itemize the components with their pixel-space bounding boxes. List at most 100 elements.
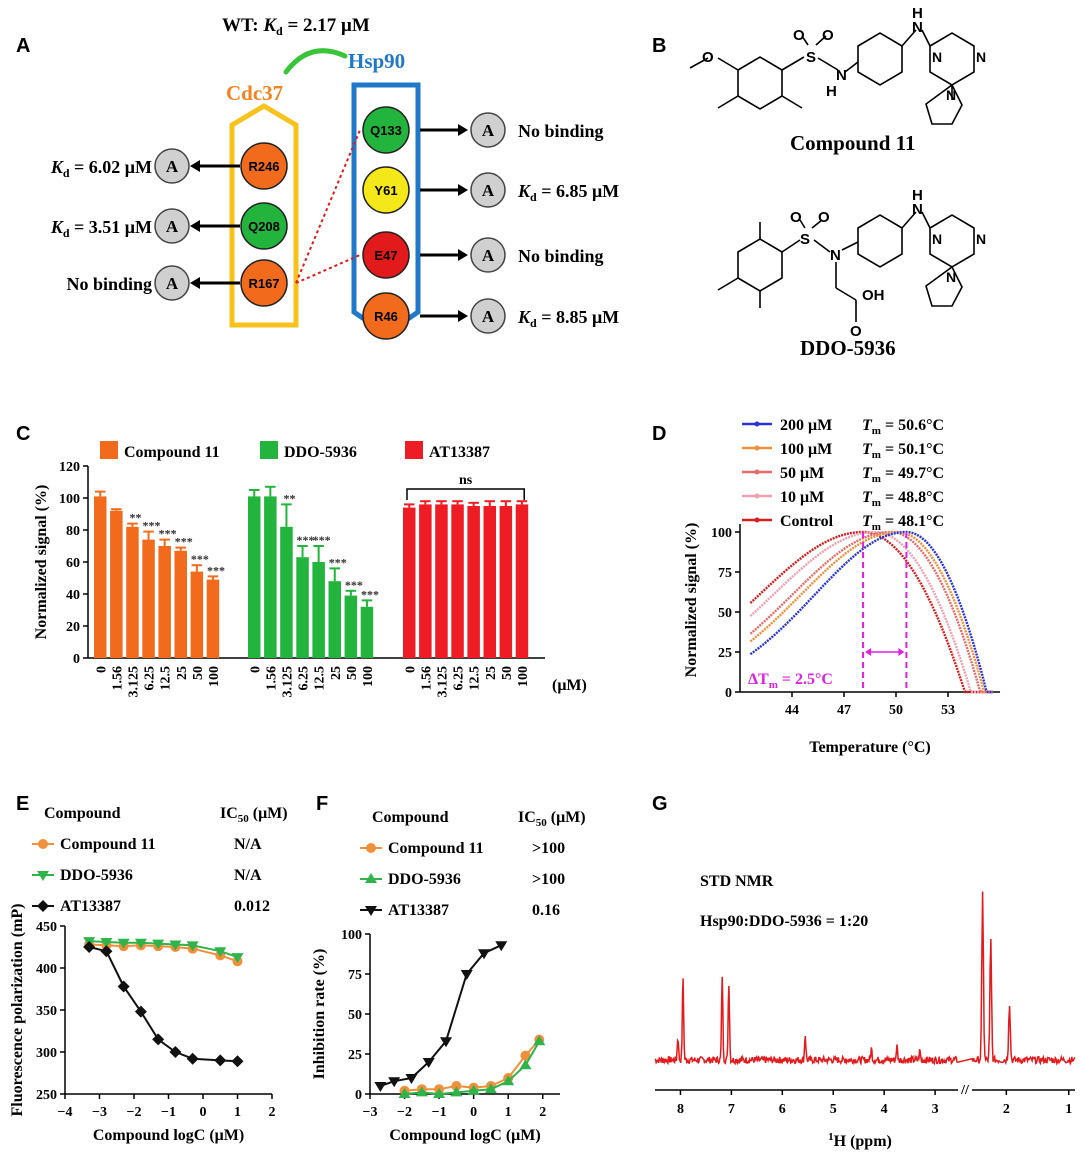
c11-nh: H — [826, 83, 837, 100]
point-AT13387 — [495, 941, 508, 952]
arrow-head — [190, 220, 200, 232]
d-curve-Control — [749, 530, 994, 694]
c-bar-AT13387-25 — [483, 506, 496, 658]
c-y-tick-label: 80 — [66, 524, 80, 539]
ddo-pyrrolidine-n: N — [946, 269, 956, 285]
c-bar-Compound 11-1.56 — [110, 510, 123, 658]
c-x-tick-label: 0 — [94, 666, 109, 673]
d-tm-value: = 50.6°C — [881, 417, 944, 434]
g-title: STD NMR — [700, 873, 774, 890]
panel-label-d: D — [652, 423, 666, 445]
c-y-tick-label: 40 — [66, 588, 80, 603]
d-legend-name: 10 μM — [780, 489, 824, 506]
cdc37-node-label: R167 — [248, 276, 279, 291]
panel-a-interaction-diagram: WT: Kd = 2.17 μM Cdc37 Hsp90 R246 A Kd = 6… — [50, 15, 619, 340]
d-delta-value: = 2.5°C — [778, 671, 833, 688]
ic-text: IC — [220, 805, 238, 822]
hsp90-title: Hsp90 — [348, 49, 405, 73]
arrow-head — [190, 277, 200, 289]
c-x-unit: (μM) — [552, 677, 587, 694]
alanine-node — [470, 237, 506, 273]
c-bar-DDO-5936-25 — [328, 581, 341, 658]
c-significance: *** — [313, 533, 331, 547]
kd-value: = 3.51 μM — [70, 217, 152, 237]
ic-unit: (μM) — [547, 809, 586, 826]
result-text: No binding — [518, 121, 604, 141]
c-legend-label: Compound 11 — [124, 444, 220, 461]
alanine-node — [154, 148, 190, 184]
point-AT13387 — [169, 1046, 182, 1058]
legend-ic50: >100 — [532, 840, 565, 857]
result-text: No binding — [518, 246, 604, 266]
g-x-axis-label: 1H (ppm) — [828, 1131, 892, 1150]
c-x-tick-label: 100 — [207, 666, 222, 687]
d-tm-symbol: T — [862, 417, 873, 434]
result-text: No binding — [66, 274, 152, 294]
d-tm-value: = 50.1°C — [881, 441, 944, 458]
point-DDO-5936 — [231, 953, 244, 964]
x-axis-label: Compound logC (μM) — [93, 1127, 244, 1144]
point-AT13387 — [422, 1058, 435, 1068]
c-bar-Compound 11-6.25 — [142, 539, 155, 658]
hsp90-node-label: R46 — [374, 309, 398, 324]
hsp90-node-R46 — [362, 292, 410, 340]
c-bar-Compound 11-3.125 — [126, 526, 139, 658]
alanine-label: A — [482, 121, 495, 140]
c-x-tick-label: 0 — [403, 666, 418, 673]
d-legend-tm: Tm = 50.6°C — [862, 417, 944, 437]
c-significance: *** — [361, 587, 379, 601]
ddo-5936-label: DDO-5936 — [800, 336, 896, 360]
point-DDO-5936 — [484, 1083, 497, 1094]
c-x-tick-label: 3.125 — [280, 666, 295, 698]
hsp90-residues: Q133 A No binding Y61 A Kd = 6.85 μM E47 A No bi… — [362, 106, 619, 340]
c-bar-AT13387-100 — [515, 504, 529, 658]
point-DDO-5936 — [117, 938, 130, 949]
y-tick-label: 100 — [341, 928, 362, 943]
kd-symbol: K — [50, 217, 65, 237]
c-bar-Compound 11-50 — [190, 571, 204, 658]
c-x-tick-label: 100 — [516, 666, 531, 687]
c11-s: S — [806, 49, 816, 66]
d-tm-symbol: T — [862, 441, 873, 458]
kd-symbol: K — [517, 307, 532, 327]
hsp90-node-Y61 — [362, 166, 410, 214]
c-significance: *** — [175, 535, 193, 549]
kd-subscript: d — [63, 226, 70, 240]
point-AT13387 — [231, 1055, 244, 1068]
alanine-label: A — [166, 217, 179, 236]
hsp90-node-label: E47 — [374, 248, 397, 263]
c-bar-AT13387-3.125 — [435, 504, 448, 658]
panel-label-a: A — [16, 35, 30, 57]
ic-unit: (μM) — [249, 805, 288, 822]
c-bar-AT13387-6.25 — [451, 504, 464, 658]
c11-n: N — [836, 67, 847, 84]
point-DDO-5936 — [502, 1075, 515, 1086]
legend-marker — [365, 906, 377, 916]
point-AT13387 — [134, 1005, 147, 1018]
d-x-axis-label: Temperature (°C) — [809, 739, 930, 756]
legend-name: DDO-5936 — [388, 871, 461, 888]
ddo-5936-structure — [717, 211, 975, 322]
c-x-tick-label: 50 — [191, 666, 206, 680]
c-bar-DDO-5936-1.56 — [264, 496, 277, 658]
c-bar-AT13387-1.56 — [419, 504, 432, 658]
hsp90-node-label: Y61 — [374, 183, 397, 198]
hsp90-result-Q133: No binding — [518, 121, 604, 141]
y-tick-label: 25 — [348, 1048, 362, 1063]
d-tm-symbol: T — [862, 513, 873, 530]
g-xlabel-sup: 1 — [828, 1131, 834, 1143]
g-subtitle: Hsp90:DDO-5936 = 1:20 — [700, 913, 868, 930]
point-AT13387 — [214, 1054, 227, 1067]
ddo-amine-n: N — [912, 201, 923, 218]
y-tick-label: 450 — [36, 920, 57, 935]
c-x-tick-label: 6.25 — [297, 666, 312, 691]
point-AT13387 — [117, 980, 130, 993]
c-significance: *** — [297, 533, 315, 547]
cdc37-result-Q208: Kd = 3.51 μM — [50, 217, 152, 240]
d-y-axis-label: Normalized signal (%) — [683, 523, 700, 678]
d-legend-name: 50 μM — [780, 465, 824, 482]
arrow-head — [190, 160, 200, 172]
c-bar-Compound 11-12.5 — [158, 546, 171, 658]
point-AT13387 — [440, 1037, 452, 1048]
